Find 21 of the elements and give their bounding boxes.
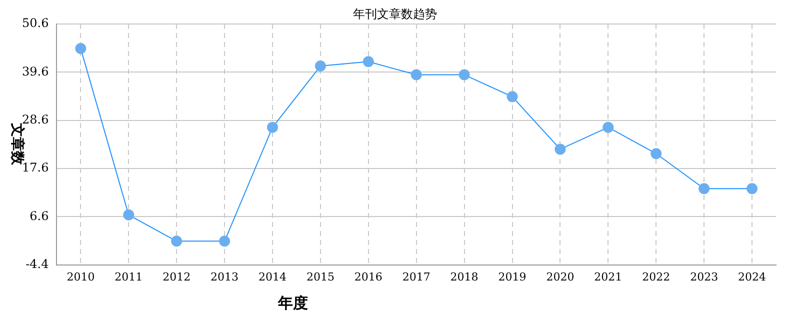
- x-tick-label: 2011: [114, 270, 143, 284]
- x-tick-label: 2018: [450, 270, 478, 284]
- x-tick-label: 2020: [546, 270, 574, 284]
- x-tick-label: 2012: [162, 270, 191, 284]
- x-tick-label: 2014: [258, 270, 287, 284]
- x-tick-label: 2021: [594, 270, 622, 284]
- x-tick-label: 2013: [210, 270, 239, 284]
- x-tick-label: 2023: [690, 270, 718, 284]
- x-tick-label: 2022: [642, 270, 670, 284]
- x-tick-label: 2024: [738, 270, 766, 284]
- x-tick-label: 2019: [498, 270, 526, 284]
- y-tick-label: -4.4: [26, 256, 50, 271]
- x-tick-label: 2010: [66, 270, 95, 284]
- y-tick-label: 6.6: [30, 208, 49, 223]
- x-tick-label: 2017: [402, 270, 430, 284]
- x-tick-label: 2016: [354, 270, 382, 284]
- y-tick-label: 39.6: [22, 64, 49, 78]
- x-axis-title: 年度: [278, 294, 308, 313]
- y-tick-label: 50.6: [22, 16, 49, 30]
- chart-title: 年刊文章数趋势: [353, 7, 437, 21]
- x-tick-label: 2015: [306, 270, 334, 284]
